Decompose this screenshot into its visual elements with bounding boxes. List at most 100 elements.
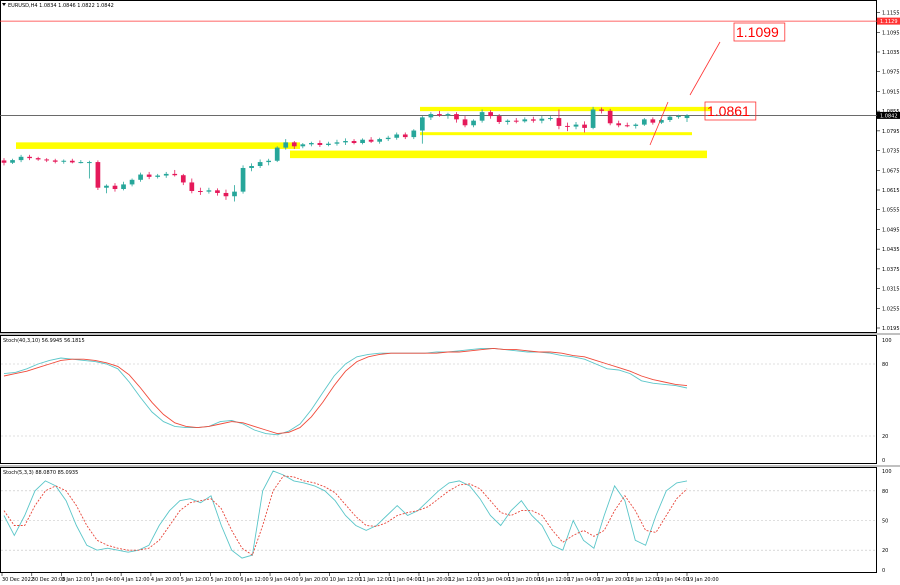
zone-top-zone — [420, 106, 711, 112]
candle-body — [419, 117, 425, 131]
price-tick-label: 1.0555 — [882, 208, 900, 214]
price-tick-label: 1.0735 — [882, 149, 900, 155]
candle-body — [676, 116, 681, 118]
candle-body — [232, 191, 237, 197]
candle-body — [522, 119, 528, 122]
price-tick-label: 1.0975 — [882, 70, 900, 76]
candle-body — [573, 124, 579, 127]
candle-body — [641, 119, 647, 125]
candle-body — [146, 174, 152, 177]
candle-body — [283, 142, 289, 148]
stoch40-series-line — [3, 347, 688, 435]
candle-body — [291, 142, 297, 147]
price-tick-label: 1.1095 — [882, 30, 900, 36]
current-price-tag-label: 1.0842 — [880, 113, 898, 119]
candle-body — [138, 174, 143, 180]
candle-body — [87, 162, 92, 164]
candle-body — [309, 143, 314, 145]
candle-body — [163, 173, 169, 176]
candle-body — [471, 120, 476, 126]
candle-body — [633, 124, 639, 126]
time-tick-label: 13 Jan 20:00 — [508, 577, 540, 583]
price-panel-frame — [0, 0, 877, 333]
time-tick-label: 18 Jan 12:00 — [627, 577, 659, 583]
candle-body — [215, 190, 220, 193]
time-tick-label: 12 Jan 12:00 — [449, 577, 481, 583]
candle-body — [18, 156, 24, 161]
stoch5-panel-frame — [0, 467, 877, 573]
candle-body — [351, 141, 357, 144]
zone-lower-zone — [290, 150, 707, 159]
candle-body — [513, 120, 519, 122]
resistance-price-tag-label: 1.1129 — [880, 19, 898, 25]
candle-body — [590, 109, 596, 128]
candle-body — [616, 123, 622, 126]
candle-body — [454, 114, 459, 120]
time-tick-label: 17 Jan 20:00 — [598, 577, 630, 583]
price-annotation-label: 1.1099 — [736, 24, 779, 40]
time-tick-label: 4 Jan 20:00 — [151, 577, 179, 583]
time-tick-label: 19 Jan 04:00 — [657, 577, 689, 583]
candle-body — [61, 160, 67, 162]
candle-body — [565, 125, 570, 127]
stoch5-scale-label: 80 — [882, 489, 888, 495]
candle-body — [411, 130, 417, 138]
price-tick-label: 1.0435 — [882, 247, 900, 253]
price-annotation-label: 1.0861 — [707, 103, 750, 119]
candle-body — [488, 112, 493, 117]
candle-body — [548, 118, 553, 120]
price-chart-title: EURUSD,H4 1.0834 1.0846 1.0822 1.0842 — [8, 3, 114, 9]
stoch40-series-line — [3, 347, 688, 436]
candle-body — [505, 120, 511, 122]
time-tick-label: 13 Jan 04:00 — [479, 577, 511, 583]
support-resistance-zones — [16, 106, 711, 159]
candle-body — [684, 115, 690, 119]
candle-body — [189, 182, 195, 191]
candle-body — [539, 118, 545, 121]
candle-body — [44, 159, 50, 161]
time-tick-label: 6 Jan 12:00 — [240, 577, 268, 583]
price-tick-label: 1.0255 — [882, 306, 900, 312]
candle-body — [326, 143, 331, 145]
candle-body — [377, 139, 382, 142]
time-tick-label: 4 Jan 12:00 — [121, 577, 149, 583]
candle-body — [462, 119, 468, 126]
candle-body — [343, 141, 348, 143]
candle-body — [317, 143, 323, 145]
menu-triangle-icon[interactable] — [2, 3, 6, 6]
candle-body — [300, 144, 306, 147]
time-tick-label: 11 Jan 20:00 — [419, 577, 451, 583]
price-annotations: 1.1099 1.0861 — [704, 22, 786, 121]
price-annotation-box — [704, 101, 757, 121]
time-tick-label: 3 Jan 12:00 — [62, 577, 90, 583]
candle-body — [402, 134, 408, 138]
candle-body — [121, 184, 126, 190]
zone-upper-zone — [420, 132, 692, 136]
stoch5-scale-label: 100 — [882, 469, 892, 475]
candle-body — [368, 139, 374, 142]
candle-body — [35, 158, 41, 160]
candle-body — [599, 109, 604, 111]
candle-body — [334, 142, 340, 144]
price-annotation-box — [733, 22, 786, 42]
candle-body — [479, 112, 485, 121]
candle-body — [78, 162, 84, 164]
candle-body — [27, 156, 32, 159]
candle-body — [104, 185, 109, 188]
candle-body — [257, 162, 263, 167]
stoch5-scale-label: 50 — [882, 519, 888, 525]
candle-body — [206, 190, 212, 192]
projection-line-lower — [649, 101, 669, 146]
stoch40-title: Stoch(40,3,10) 56.9945 56.1815 — [3, 338, 85, 344]
stoch40-panel: 100 80 20 0 — [1, 338, 892, 464]
candle-body — [266, 160, 272, 163]
candle-body — [129, 179, 135, 185]
candle-body — [530, 119, 536, 121]
candle-body — [223, 192, 229, 197]
candle-body — [428, 114, 434, 118]
time-tick-label: 9 Jan 04:00 — [270, 577, 298, 583]
right-scale-background — [877, 0, 900, 585]
candle-body — [1, 160, 7, 163]
